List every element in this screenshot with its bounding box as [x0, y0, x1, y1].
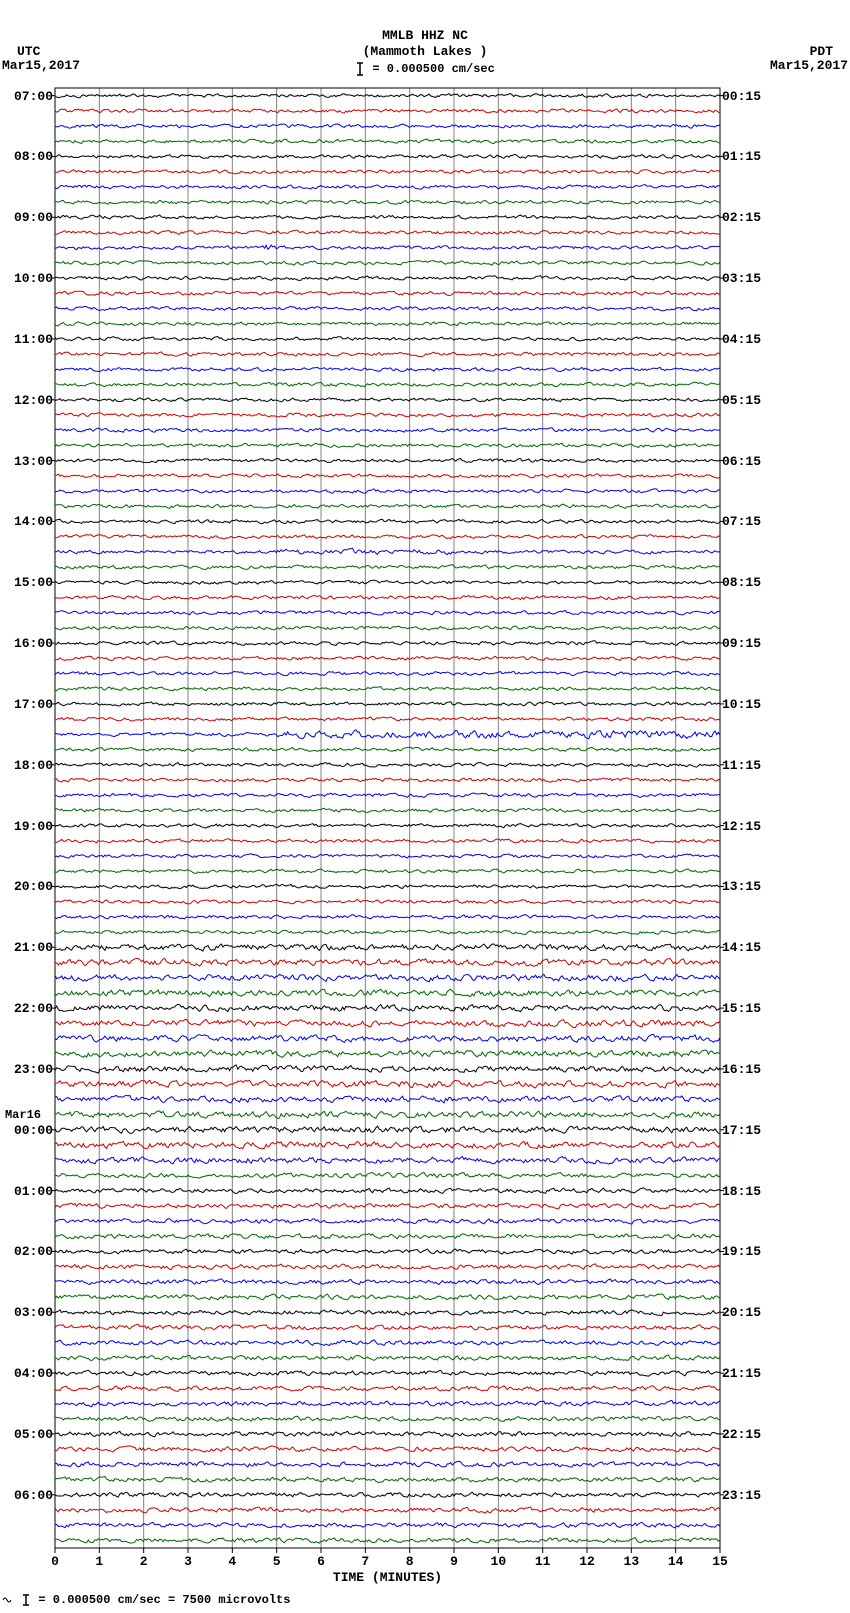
utc-time-label: 19:00: [14, 819, 53, 834]
x-tick-label: 8: [406, 1554, 414, 1569]
x-tick-label: 11: [535, 1554, 551, 1569]
station-location: (Mammoth Lakes ): [0, 44, 850, 59]
footer-text: = 0.000500 cm/sec = 7500 microvolts: [38, 1593, 290, 1607]
utc-time-label: 06:00: [14, 1488, 53, 1503]
x-tick-label: 12: [579, 1554, 595, 1569]
local-time-label: 21:15: [722, 1366, 761, 1381]
x-tick-label: 1: [95, 1554, 103, 1569]
x-tick-label: 3: [184, 1554, 192, 1569]
utc-time-label: 07:00: [14, 89, 53, 104]
local-time-label: 16:15: [722, 1062, 761, 1077]
utc-time-label: 16:00: [14, 636, 53, 651]
x-tick-label: 7: [361, 1554, 369, 1569]
local-time-label: 23:15: [722, 1488, 761, 1503]
utc-time-label: 14:00: [14, 514, 53, 529]
local-time-label: 19:15: [722, 1244, 761, 1259]
utc-time-label: 23:00: [14, 1062, 53, 1077]
date-left: Mar15,2017: [2, 58, 80, 73]
x-tick-label: 5: [273, 1554, 281, 1569]
utc-time-label: 18:00: [14, 758, 53, 773]
timezone-left: UTC: [17, 44, 40, 59]
utc-time-label: 12:00: [14, 393, 53, 408]
local-time-label: 01:15: [722, 149, 761, 164]
local-time-label: 14:15: [722, 940, 761, 955]
local-time-label: 09:15: [722, 636, 761, 651]
local-time-label: 07:15: [722, 514, 761, 529]
local-time-label: 15:15: [722, 1001, 761, 1016]
x-tick-label: 14: [668, 1554, 684, 1569]
utc-time-label: 15:00: [14, 575, 53, 590]
local-time-label: 17:15: [722, 1123, 761, 1138]
helicorder-svg: [55, 88, 720, 1548]
utc-time-label: 22:00: [14, 1001, 53, 1016]
utc-time-label: 05:00: [14, 1427, 53, 1442]
utc-time-label: 03:00: [14, 1305, 53, 1320]
x-tick-label: 13: [624, 1554, 640, 1569]
utc-time-label: 09:00: [14, 210, 53, 225]
scale-text: = 0.000500 cm/sec: [372, 62, 494, 76]
utc-time-label: 13:00: [14, 454, 53, 469]
local-time-label: 12:15: [722, 819, 761, 834]
date-break-label: Mar16: [5, 1108, 41, 1122]
local-time-label: 20:15: [722, 1305, 761, 1320]
x-axis-title: TIME (MINUTES): [55, 1570, 720, 1585]
local-time-label: 18:15: [722, 1184, 761, 1199]
local-time-label: 06:15: [722, 454, 761, 469]
station-id: MMLB HHZ NC: [0, 28, 850, 43]
local-time-label: 22:15: [722, 1427, 761, 1442]
x-tick-label: 15: [712, 1554, 728, 1569]
footer-scale: = 0.000500 cm/sec = 7500 microvolts: [2, 1593, 290, 1607]
utc-time-label: 21:00: [14, 940, 53, 955]
timezone-right: PDT: [810, 44, 833, 59]
utc-time-label: 02:00: [14, 1244, 53, 1259]
local-time-label: 13:15: [722, 879, 761, 894]
utc-time-label: 11:00: [14, 332, 53, 347]
date-right: Mar15,2017: [770, 58, 848, 73]
utc-time-label: 01:00: [14, 1184, 53, 1199]
x-tick-label: 0: [51, 1554, 59, 1569]
utc-time-label: 17:00: [14, 697, 53, 712]
utc-time-label: 04:00: [14, 1366, 53, 1381]
helicorder-plot: TIME (MINUTES) 012345678910111213141507:…: [55, 88, 720, 1548]
local-time-label: 03:15: [722, 271, 761, 286]
utc-time-label: 10:00: [14, 271, 53, 286]
local-time-label: 11:15: [722, 758, 761, 773]
utc-time-label: 08:00: [14, 149, 53, 164]
x-tick-label: 9: [450, 1554, 458, 1569]
x-tick-label: 4: [228, 1554, 236, 1569]
local-time-label: 02:15: [722, 210, 761, 225]
scale-indicator: = 0.000500 cm/sec: [0, 62, 850, 76]
local-time-label: 00:15: [722, 89, 761, 104]
x-tick-label: 10: [491, 1554, 507, 1569]
local-time-label: 08:15: [722, 575, 761, 590]
local-time-label: 10:15: [722, 697, 761, 712]
x-tick-label: 6: [317, 1554, 325, 1569]
utc-time-label: 20:00: [14, 879, 53, 894]
utc-time-label: 00:00: [14, 1123, 53, 1138]
local-time-label: 05:15: [722, 393, 761, 408]
local-time-label: 04:15: [722, 332, 761, 347]
x-tick-label: 2: [140, 1554, 148, 1569]
